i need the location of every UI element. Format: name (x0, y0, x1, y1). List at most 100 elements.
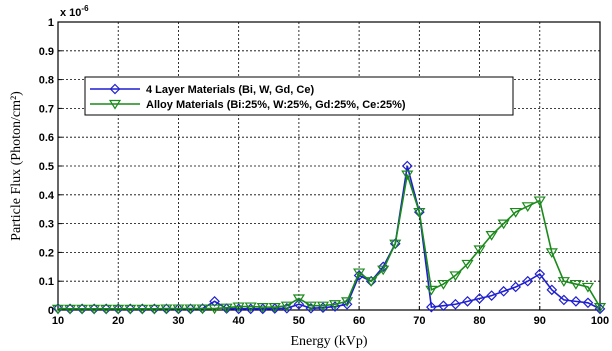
legend-marker (108, 99, 122, 110)
data-point (558, 294, 570, 306)
data-point (485, 231, 498, 241)
data-point (449, 271, 462, 282)
data-point (63, 304, 77, 315)
data-point (425, 285, 438, 296)
data-point (486, 290, 497, 301)
series-line (58, 174, 601, 310)
data-point (461, 259, 474, 270)
data-point (232, 302, 245, 313)
data-point (377, 265, 390, 276)
data-point (462, 296, 473, 307)
x-tick-label: 20 (112, 315, 124, 327)
legend-label: Alloy Materials (Bi:25%, W:25%, Gd:25%, … (146, 99, 406, 111)
series-lines (51, 160, 607, 315)
data-point (304, 301, 318, 312)
data-point (534, 268, 546, 280)
data-point (208, 304, 221, 315)
data-point (570, 296, 582, 307)
x-tick-label: 30 (172, 315, 184, 327)
x-tick-label: 70 (413, 315, 425, 327)
data-point (401, 160, 413, 172)
x-axis: 10 20 30 40 50 60 70 80 90 100 (52, 306, 609, 327)
x-tick-label: 100 (591, 315, 609, 327)
y-tick-label: 1 (48, 17, 54, 29)
data-point (413, 207, 426, 218)
legend: 4 Layer Materials (Bi, W, Gd, Ce) Alloy M… (84, 76, 514, 116)
data-point (172, 304, 185, 315)
y-tick-label: 0.6 (39, 132, 54, 144)
data-point (244, 302, 257, 313)
data-point (88, 304, 101, 315)
data-point (160, 304, 173, 315)
data-point (389, 239, 402, 250)
data-point (256, 303, 269, 313)
data-point (437, 279, 450, 290)
data-point (426, 301, 437, 313)
legend-box (84, 76, 514, 116)
x-tick-label: 60 (353, 315, 365, 327)
x-axis-title: Energy (kVp) (290, 334, 367, 349)
legend-entry: Alloy Materials (Bi:25%, W:25%, Gd:25%, … (90, 99, 406, 111)
data-point (522, 275, 534, 287)
data-point (51, 304, 65, 315)
data-point (292, 294, 305, 305)
data-point (546, 284, 558, 296)
y-tick-label: 0 (48, 305, 54, 317)
data-point (148, 304, 161, 315)
y-tick-label: 0.8 (39, 75, 54, 87)
data-point (112, 304, 125, 315)
data-point (557, 277, 570, 287)
data-point (365, 277, 378, 287)
data-point (401, 170, 414, 181)
data-point (377, 261, 389, 273)
data-point (305, 302, 317, 314)
data-point (509, 207, 522, 218)
data-point (268, 303, 281, 313)
data-point (545, 248, 558, 259)
data-point (353, 268, 366, 279)
data-point (209, 296, 220, 307)
y-tick-label: 0.4 (39, 190, 55, 202)
x-tick-label: 80 (473, 315, 485, 327)
legend-entry: 4 Layer Materials (Bi, W, Gd, Ce) (90, 83, 314, 96)
x-tick-label: 40 (233, 315, 245, 327)
data-point (328, 300, 342, 310)
data-point (473, 245, 486, 256)
data-point (593, 303, 607, 313)
data-point (498, 285, 509, 297)
y-tick-label: 0.1 (39, 276, 54, 288)
legend-marker (109, 83, 121, 95)
data-point (220, 303, 233, 314)
data-point (100, 304, 113, 315)
y-tick-label: 0.2 (39, 247, 54, 259)
y-tick-label: 0.9 (39, 46, 54, 58)
y-tick-label: 0.3 (39, 219, 54, 231)
data-point (582, 297, 594, 309)
data-point (340, 297, 354, 307)
data-point (510, 281, 522, 293)
data-point (293, 298, 305, 310)
y-multiplier-label: x 10-6 (60, 4, 89, 19)
y-axis-title: Particle Flux (Photon/cm²) (9, 91, 24, 241)
data-point (124, 304, 137, 315)
data-point (196, 304, 209, 315)
y-tick-label: 0.7 (39, 103, 54, 115)
data-point (497, 219, 510, 230)
data-point (521, 202, 534, 212)
x-tick-label: 90 (534, 315, 546, 327)
data-point (280, 301, 293, 312)
data-point (76, 304, 89, 315)
data-point (474, 293, 485, 304)
legend-label: 4 Layer Materials (Bi, W, Gd, Ce) (146, 84, 314, 96)
data-point (184, 304, 197, 315)
data-point (581, 282, 595, 293)
grid (58, 22, 600, 310)
data-point (450, 298, 461, 310)
data-point (316, 301, 330, 312)
series-2 (51, 170, 607, 315)
x-tick-label: 50 (293, 315, 305, 327)
data-point (533, 196, 546, 207)
plot-area (58, 22, 600, 310)
data-point (136, 304, 149, 315)
